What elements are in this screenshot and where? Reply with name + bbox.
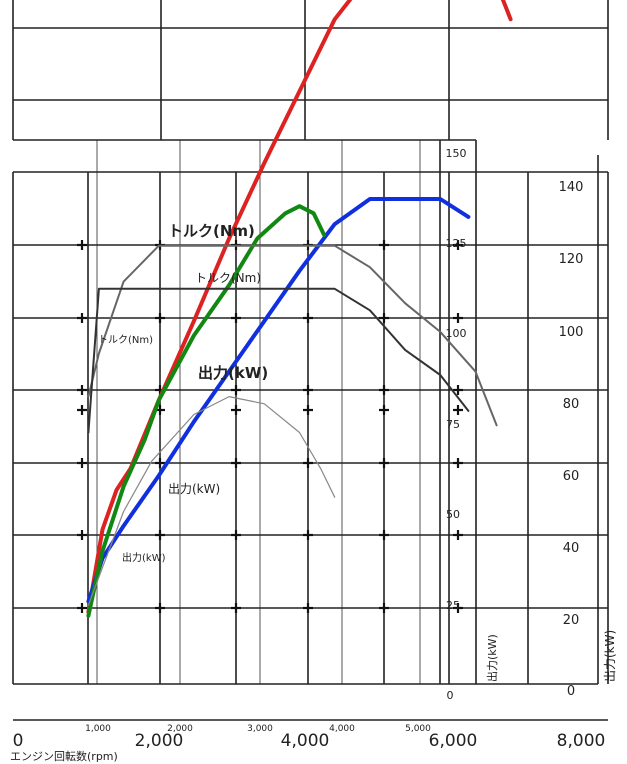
x-small-tick-1000: 1,000 [85, 724, 111, 734]
x-main-tick-6000: 6,000 [429, 731, 478, 751]
y-right-tick-60: 60 [563, 469, 580, 484]
y-right-tick-80: 80 [563, 397, 580, 412]
y-small-axis-label: 出力(kW) [485, 634, 499, 682]
series-2-power-line [86, 204, 327, 618]
torque-label-3: トルク(Nm) [98, 334, 153, 346]
y-right-tick-0: 0 [567, 684, 575, 699]
x-small-tick-3000: 3,000 [247, 724, 273, 734]
x-main-tick-8000: 8,000 [557, 731, 606, 751]
x-axis-label: エンジン回転数(rpm) [10, 750, 118, 763]
series-4-torque-line [87, 287, 470, 434]
y-small-tick-25: 25 [446, 599, 460, 612]
y-right-axis-label: 出力(kW) [603, 630, 617, 682]
y-small-tick-75: 75 [446, 418, 460, 431]
y-small-tick-125: 125 [446, 237, 467, 250]
y-right-tick-120: 120 [559, 252, 584, 267]
y-right-tick-100: 100 [559, 325, 584, 340]
torque-label-2: トルク(Nm) [195, 271, 261, 285]
torque-label-1: トルク(Nm) [168, 222, 255, 240]
power-label-3: 出力(kW) [122, 551, 166, 564]
y-right-tick-40: 40 [563, 541, 580, 556]
x-main-tick-2000: 2,000 [135, 731, 184, 751]
y-right-tick-20: 20 [563, 613, 580, 628]
x-main-tick-0: 0 [13, 731, 24, 751]
y-small-tick-150: 150 [446, 147, 467, 160]
series-5-torque-line [87, 396, 336, 606]
x-small-tick-5000: 5,000 [405, 724, 431, 734]
y-small-tick-100: 100 [446, 327, 467, 340]
x-small-tick-4000: 4,000 [329, 724, 355, 734]
power-label-1: 出力(kW) [198, 364, 268, 382]
series-1-power-line [86, 197, 471, 604]
x-small-tick-2000: 2,000 [167, 724, 193, 734]
grid [12, 0, 609, 721]
y-right-tick-140: 140 [559, 180, 584, 195]
series-0-power-line [86, 0, 513, 615]
y-small-tick-0: 0 [447, 689, 454, 702]
series-3-torque-line [87, 244, 498, 427]
text-layer: トルク(Nm) トルク(Nm) トルク(Nm) 出力(kW) 出力(kW) 出力… [10, 147, 617, 763]
x-main-tick-4000: 4,000 [281, 731, 330, 751]
power-label-2: 出力(kW) [168, 482, 220, 496]
series-layer [86, 0, 513, 618]
y-small-tick-50: 50 [446, 508, 460, 521]
